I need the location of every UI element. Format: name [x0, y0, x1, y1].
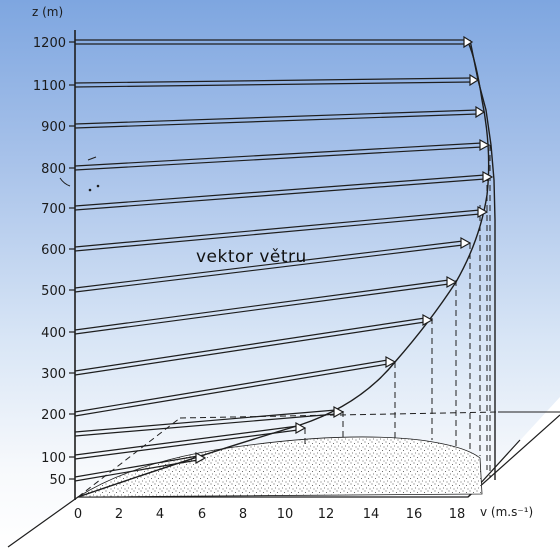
x-axis-title: v (m.s⁻¹)	[480, 505, 533, 519]
vector-label: vektor větru	[196, 247, 307, 267]
y-tick-label: 400	[41, 326, 66, 341]
ground-plane-edge	[467, 414, 560, 498]
wind-vector-100	[74, 421, 307, 460]
y-tick-label: 200	[41, 408, 66, 423]
x-tick-label: 18	[449, 507, 466, 522]
wind-vector-1200	[75, 35, 474, 49]
y-tick-label: 300	[41, 367, 66, 382]
y-axis-labels: 1200 1100 900 800 700 600 500 400 300 20…	[33, 36, 66, 488]
ground-plane-edge	[7, 439, 521, 548]
wind-vector-200	[74, 355, 397, 417]
y-axis-ticks	[69, 41, 75, 480]
wind-vectors	[74, 35, 494, 482]
y-tick-label: 600	[41, 243, 66, 258]
construction-lines	[77, 145, 499, 498]
wind-vector-900	[74, 105, 486, 129]
x-tick-label: 12	[318, 507, 335, 522]
x-tick-label: 0	[74, 507, 82, 522]
y-axis-title: z (m)	[32, 5, 63, 19]
y-tick-label: 800	[41, 162, 66, 177]
wind-vector-300	[74, 313, 434, 376]
wind-vector-400	[74, 275, 458, 335]
y-tick-label: 1200	[33, 36, 66, 51]
wind-vector-600	[74, 205, 489, 252]
y-tick-label: 900	[41, 120, 66, 135]
x-tick-label: 2	[115, 507, 123, 522]
y-tick-label: 50	[49, 473, 66, 488]
y-tick-label: 1100	[33, 79, 66, 94]
x-tick-label: 10	[277, 507, 294, 522]
x-tick-label: 4	[156, 507, 164, 522]
wind-vector-1100	[74, 73, 480, 88]
y-tick-label: 700	[41, 202, 66, 217]
ground-plane	[8, 397, 560, 552]
wind-vector-150	[74, 405, 345, 437]
x-tick-label: 8	[239, 507, 247, 522]
wind-vector-50	[74, 451, 207, 482]
profile-shadow-area	[76, 436, 483, 498]
scan-marks	[59, 156, 100, 192]
wind-vector-500	[74, 236, 472, 293]
y-tick-label: 500	[41, 284, 66, 299]
x-tick-label: 14	[363, 507, 380, 522]
wind-vector-800	[74, 138, 491, 171]
x-axis-labels: 0 2 4 6 8 10 12 14 16 18	[74, 507, 465, 522]
wind-vector-700	[74, 170, 494, 211]
x-tick-label: 6	[198, 507, 206, 522]
wind-profile-curve	[77, 41, 490, 498]
y-tick-label: 100	[41, 451, 66, 466]
x-tick-label: 16	[406, 507, 423, 522]
